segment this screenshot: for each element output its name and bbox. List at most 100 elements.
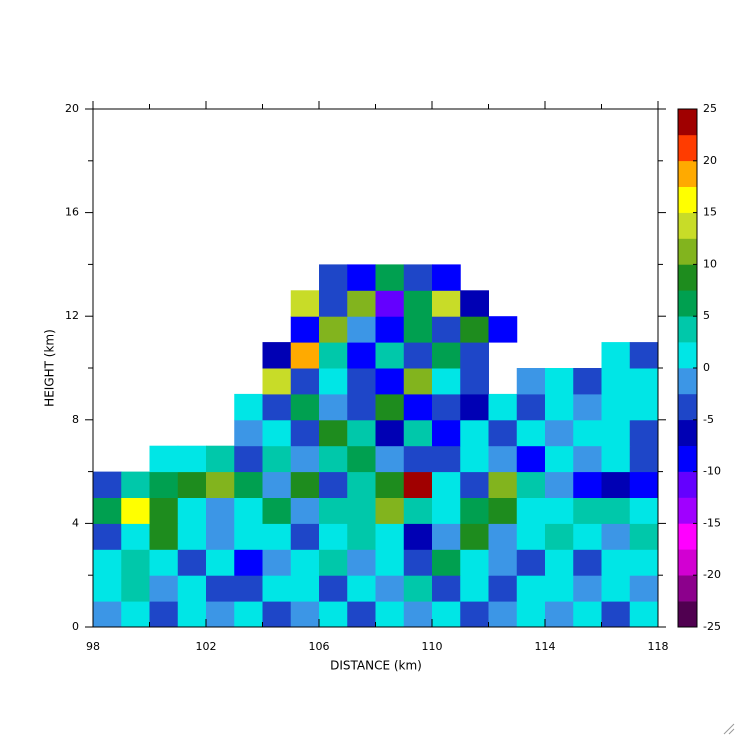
heat-cell (460, 601, 489, 628)
heat-cell (601, 445, 631, 473)
colorbar-band (678, 523, 697, 550)
heat-cell (375, 523, 405, 550)
heat-cell (177, 601, 207, 628)
heat-cell (432, 575, 461, 602)
heat-cell (432, 549, 461, 576)
heat-cell (432, 290, 461, 317)
heat-cell (290, 601, 320, 628)
heat-cell (206, 471, 235, 498)
colorbar-tick-label: 5 (703, 309, 710, 322)
heat-cell (319, 575, 348, 602)
heat-cell (403, 471, 433, 498)
heat-cell (516, 393, 546, 421)
heat-cell (121, 549, 150, 576)
heat-cell (177, 549, 207, 576)
heat-cell (347, 549, 376, 576)
heat-cell (290, 497, 320, 524)
heat-cell (262, 523, 292, 550)
heat-cell (206, 549, 235, 576)
heat-cell (290, 368, 320, 395)
y-tick-label: 4 (72, 516, 79, 529)
heat-cell (319, 419, 348, 447)
heat-cell (545, 445, 574, 473)
heat-cell (403, 575, 433, 602)
heat-cell (403, 445, 433, 473)
heat-cell (206, 575, 235, 602)
colorbar-tick-label: -20 (703, 568, 721, 581)
colorbar-tick-label: 0 (703, 361, 710, 374)
heat-cell (403, 497, 433, 524)
heat-cell (432, 445, 461, 473)
heat-cell (290, 342, 320, 369)
x-tick-label: 106 (309, 640, 330, 653)
colorbar-band (678, 212, 697, 239)
heat-cell (206, 601, 235, 628)
heat-cell (347, 342, 376, 369)
heat-cell (290, 523, 320, 550)
colorbar-band (678, 290, 697, 317)
heat-cell (601, 497, 631, 524)
heat-cell (629, 419, 659, 447)
colorbar-tick-label: -5 (703, 413, 714, 426)
heat-cell (262, 549, 292, 576)
heat-cell (121, 471, 150, 498)
heat-cell (460, 316, 489, 343)
heat-cell (488, 497, 518, 524)
heat-cell (319, 523, 348, 550)
heat-cell (432, 419, 461, 447)
heat-cell (629, 471, 659, 498)
heat-cell (432, 393, 461, 421)
heat-cell (149, 497, 179, 524)
heat-cell (177, 471, 207, 498)
heat-cell (601, 523, 631, 550)
heat-cell (629, 445, 659, 473)
colorbar-band (678, 575, 697, 602)
heat-cell (262, 601, 292, 628)
colorbar-band (678, 342, 697, 369)
heat-cell (347, 575, 376, 602)
colorbar-band (678, 316, 697, 343)
heat-cell (262, 471, 292, 498)
heat-cell (516, 601, 546, 628)
heat-cell (347, 497, 376, 524)
heat-cell (93, 471, 122, 498)
heat-cell (601, 471, 631, 498)
heat-cell (375, 316, 405, 343)
colorbar-band (678, 134, 697, 162)
heat-cell (573, 419, 602, 447)
heat-cell (488, 471, 518, 498)
heat-cell (403, 393, 433, 421)
heat-cell (432, 601, 461, 628)
heat-cell (262, 393, 292, 421)
heat-cell (319, 393, 348, 421)
heat-cell (573, 523, 602, 550)
heat-cell (121, 523, 150, 550)
heat-cell (573, 445, 602, 473)
heat-cell (460, 471, 489, 498)
heat-cell (319, 368, 348, 395)
heat-cell (516, 471, 546, 498)
heat-cell (629, 523, 659, 550)
heat-cell (432, 497, 461, 524)
heat-cell (432, 471, 461, 498)
heat-cell (601, 368, 631, 395)
colorbar-tick-label: 20 (703, 154, 717, 167)
y-tick-label: 8 (72, 413, 79, 426)
heat-cell (121, 497, 150, 524)
heat-cell (601, 393, 631, 421)
heat-cell (545, 368, 574, 395)
heat-cell (601, 342, 631, 369)
heat-cell (516, 549, 546, 576)
heat-cell (149, 471, 179, 498)
heat-cell (347, 523, 376, 550)
heat-cell (375, 419, 405, 447)
heat-cell (262, 419, 292, 447)
y-tick-label: 0 (72, 620, 79, 633)
x-tick-label: 118 (648, 640, 669, 653)
heat-cell (234, 393, 263, 421)
heat-cell (234, 445, 263, 473)
heat-cell (488, 549, 518, 576)
heat-cell (149, 549, 179, 576)
heat-cell (375, 264, 405, 291)
heat-cell (149, 575, 179, 602)
